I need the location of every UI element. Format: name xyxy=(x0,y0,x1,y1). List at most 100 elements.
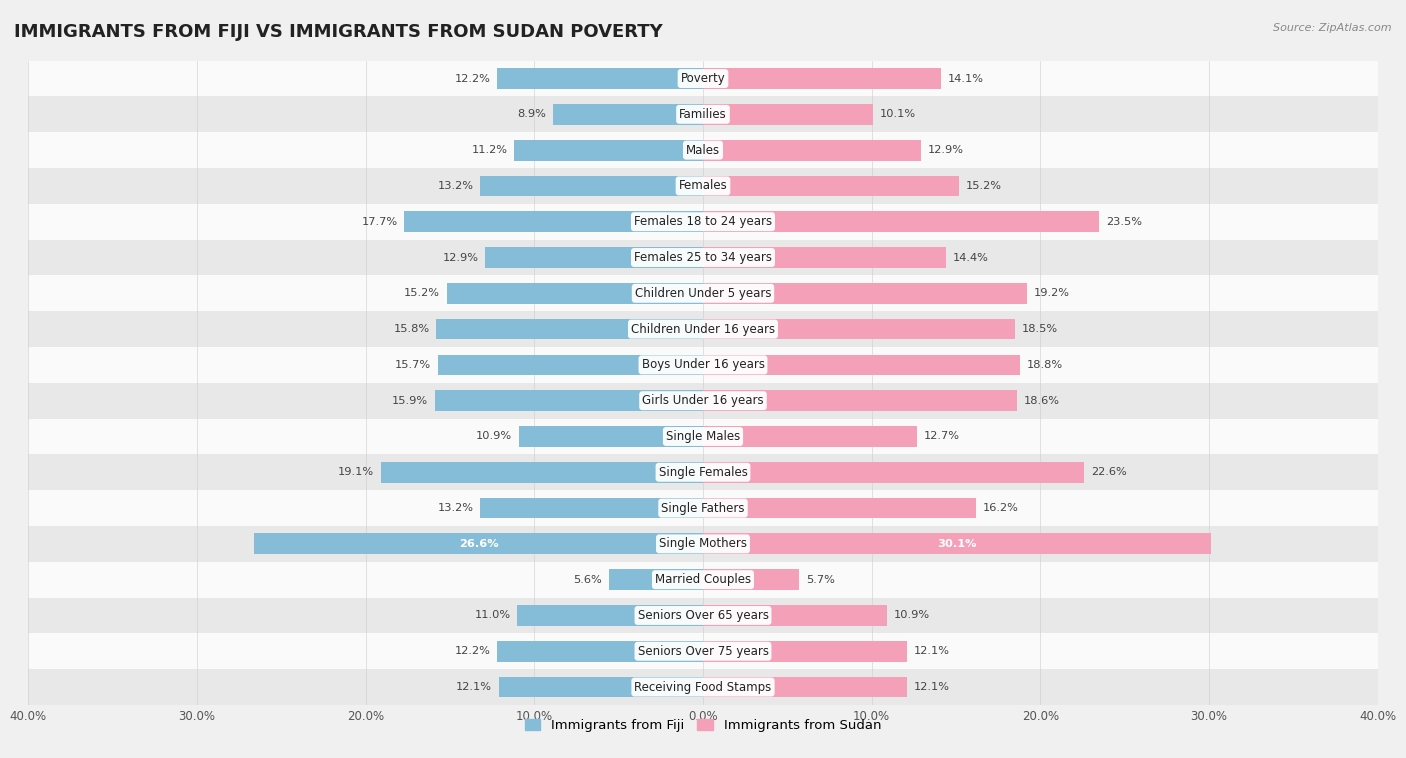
Text: 14.1%: 14.1% xyxy=(948,74,984,83)
Text: Seniors Over 65 years: Seniors Over 65 years xyxy=(637,609,769,622)
Text: 5.6%: 5.6% xyxy=(574,575,602,584)
Text: Families: Families xyxy=(679,108,727,121)
Bar xyxy=(28,597,1378,634)
Text: Single Fathers: Single Fathers xyxy=(661,502,745,515)
Text: 14.4%: 14.4% xyxy=(953,252,988,262)
Bar xyxy=(28,454,1378,490)
Bar xyxy=(381,462,703,483)
Bar xyxy=(28,383,1378,418)
Bar xyxy=(28,240,1378,275)
Bar xyxy=(405,211,703,232)
Bar xyxy=(498,641,703,662)
Text: Single Mothers: Single Mothers xyxy=(659,537,747,550)
Text: Females 18 to 24 years: Females 18 to 24 years xyxy=(634,215,772,228)
Text: 12.2%: 12.2% xyxy=(454,74,491,83)
Bar xyxy=(703,176,959,196)
Text: 12.2%: 12.2% xyxy=(454,647,491,656)
Bar xyxy=(703,426,917,447)
Bar xyxy=(28,204,1378,240)
Bar xyxy=(553,104,703,125)
Bar xyxy=(28,96,1378,132)
Bar xyxy=(703,355,1021,375)
Bar xyxy=(28,312,1378,347)
Text: 10.9%: 10.9% xyxy=(894,610,929,621)
Bar xyxy=(485,247,703,268)
Text: Girls Under 16 years: Girls Under 16 years xyxy=(643,394,763,407)
Bar xyxy=(703,498,976,518)
Bar xyxy=(703,68,941,89)
Bar xyxy=(703,569,799,590)
Text: Seniors Over 75 years: Seniors Over 75 years xyxy=(637,645,769,658)
Text: Single Males: Single Males xyxy=(666,430,740,443)
Bar xyxy=(439,355,703,375)
Text: 19.1%: 19.1% xyxy=(337,467,374,478)
Bar xyxy=(703,677,907,697)
Text: 13.2%: 13.2% xyxy=(437,503,474,513)
Text: 11.0%: 11.0% xyxy=(475,610,510,621)
Bar xyxy=(703,318,1015,340)
Bar xyxy=(28,61,1378,96)
Text: Source: ZipAtlas.com: Source: ZipAtlas.com xyxy=(1274,23,1392,33)
Text: 8.9%: 8.9% xyxy=(517,109,546,119)
Bar xyxy=(28,634,1378,669)
Text: 22.6%: 22.6% xyxy=(1091,467,1126,478)
Bar xyxy=(703,641,907,662)
Bar xyxy=(515,139,703,161)
Bar xyxy=(28,526,1378,562)
Bar xyxy=(28,418,1378,454)
Bar xyxy=(447,283,703,304)
Text: 15.7%: 15.7% xyxy=(395,360,432,370)
Text: Females: Females xyxy=(679,180,727,193)
Text: 17.7%: 17.7% xyxy=(361,217,398,227)
Bar xyxy=(481,176,703,196)
Text: 13.2%: 13.2% xyxy=(437,181,474,191)
Bar xyxy=(703,283,1026,304)
Text: Poverty: Poverty xyxy=(681,72,725,85)
Bar xyxy=(703,605,887,626)
Text: 15.2%: 15.2% xyxy=(404,288,440,299)
Bar xyxy=(28,562,1378,597)
Bar xyxy=(703,211,1099,232)
Legend: Immigrants from Fiji, Immigrants from Sudan: Immigrants from Fiji, Immigrants from Su… xyxy=(519,713,887,737)
Bar xyxy=(703,139,921,161)
Bar xyxy=(254,534,703,554)
Text: 15.8%: 15.8% xyxy=(394,324,430,334)
Bar xyxy=(703,247,946,268)
Bar xyxy=(28,275,1378,312)
Text: 18.5%: 18.5% xyxy=(1022,324,1057,334)
Bar xyxy=(703,462,1084,483)
Text: IMMIGRANTS FROM FIJI VS IMMIGRANTS FROM SUDAN POVERTY: IMMIGRANTS FROM FIJI VS IMMIGRANTS FROM … xyxy=(14,23,662,41)
Bar xyxy=(703,104,873,125)
Bar xyxy=(28,168,1378,204)
Text: 18.8%: 18.8% xyxy=(1026,360,1063,370)
Bar xyxy=(434,390,703,411)
Text: Boys Under 16 years: Boys Under 16 years xyxy=(641,359,765,371)
Text: 19.2%: 19.2% xyxy=(1033,288,1070,299)
Bar xyxy=(517,605,703,626)
Bar xyxy=(499,677,703,697)
Text: 5.7%: 5.7% xyxy=(806,575,835,584)
Text: Children Under 5 years: Children Under 5 years xyxy=(634,287,772,300)
Text: 30.1%: 30.1% xyxy=(938,539,977,549)
Text: Married Couples: Married Couples xyxy=(655,573,751,586)
Text: 26.6%: 26.6% xyxy=(458,539,498,549)
Text: 12.9%: 12.9% xyxy=(443,252,478,262)
Bar xyxy=(519,426,703,447)
Text: 12.1%: 12.1% xyxy=(914,682,950,692)
Bar xyxy=(703,390,1017,411)
Text: 12.7%: 12.7% xyxy=(924,431,960,441)
Text: 10.1%: 10.1% xyxy=(880,109,917,119)
Text: Children Under 16 years: Children Under 16 years xyxy=(631,323,775,336)
Text: 10.9%: 10.9% xyxy=(477,431,512,441)
Bar xyxy=(498,68,703,89)
Text: 11.2%: 11.2% xyxy=(471,145,508,155)
Text: 12.9%: 12.9% xyxy=(928,145,963,155)
Bar xyxy=(436,318,703,340)
Text: Females 25 to 34 years: Females 25 to 34 years xyxy=(634,251,772,264)
Bar xyxy=(609,569,703,590)
Bar xyxy=(28,132,1378,168)
Bar xyxy=(703,534,1211,554)
Bar xyxy=(28,490,1378,526)
Text: 23.5%: 23.5% xyxy=(1107,217,1142,227)
Text: 12.1%: 12.1% xyxy=(914,647,950,656)
